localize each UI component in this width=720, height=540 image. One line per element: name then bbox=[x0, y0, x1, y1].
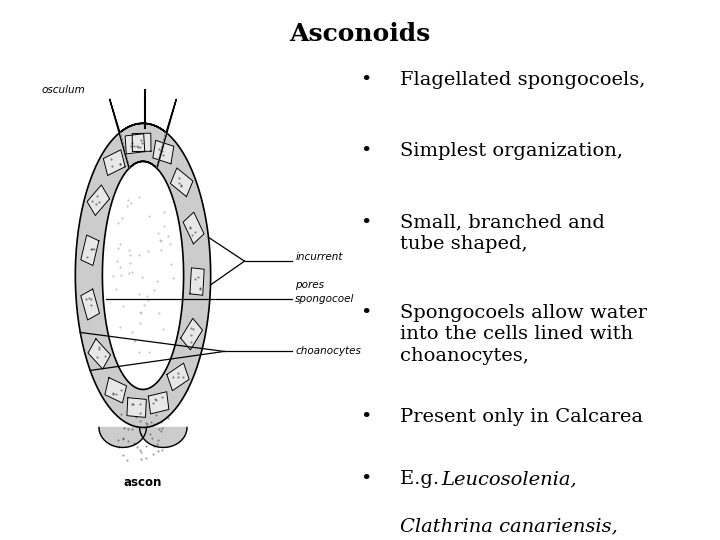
Polygon shape bbox=[157, 99, 176, 168]
Polygon shape bbox=[76, 123, 211, 428]
Text: choanocytes: choanocytes bbox=[295, 347, 361, 356]
Text: ascon: ascon bbox=[124, 476, 162, 489]
Text: Flagellated spongocoels,: Flagellated spongocoels, bbox=[400, 71, 645, 89]
Text: osculum: osculum bbox=[42, 85, 85, 96]
Text: E.g.: E.g. bbox=[400, 470, 445, 488]
Text: •: • bbox=[360, 408, 372, 427]
Text: Asconoids: Asconoids bbox=[289, 22, 431, 45]
Text: spongocoel: spongocoel bbox=[295, 294, 355, 304]
Polygon shape bbox=[148, 392, 169, 414]
Polygon shape bbox=[127, 397, 146, 417]
Polygon shape bbox=[87, 185, 109, 215]
Text: Clathrina canariensis,: Clathrina canariensis, bbox=[400, 518, 618, 536]
Text: Simplest organization,: Simplest organization, bbox=[400, 143, 623, 160]
Text: Leucosolenia,: Leucosolenia, bbox=[441, 470, 577, 488]
Polygon shape bbox=[190, 268, 204, 295]
Polygon shape bbox=[81, 289, 99, 320]
Polygon shape bbox=[181, 318, 202, 350]
Text: Spongocoels allow water
into the cells lined with
choanocytes,: Spongocoels allow water into the cells l… bbox=[400, 304, 647, 365]
Polygon shape bbox=[88, 339, 111, 369]
Polygon shape bbox=[105, 377, 127, 403]
Text: •: • bbox=[360, 71, 372, 89]
Polygon shape bbox=[183, 212, 204, 244]
Polygon shape bbox=[104, 150, 125, 176]
Polygon shape bbox=[153, 140, 174, 164]
Text: •: • bbox=[360, 470, 372, 488]
Polygon shape bbox=[109, 99, 129, 168]
Polygon shape bbox=[171, 168, 193, 197]
Text: •: • bbox=[360, 143, 372, 160]
Polygon shape bbox=[140, 428, 187, 448]
Text: •: • bbox=[360, 214, 372, 232]
Polygon shape bbox=[125, 134, 145, 154]
Polygon shape bbox=[167, 363, 189, 391]
Text: incurrent: incurrent bbox=[295, 252, 343, 262]
Text: Small, branched and
tube shaped,: Small, branched and tube shaped, bbox=[400, 214, 605, 253]
Polygon shape bbox=[81, 235, 99, 266]
Polygon shape bbox=[132, 133, 151, 152]
Text: pores: pores bbox=[295, 280, 324, 290]
Text: •: • bbox=[360, 304, 372, 322]
Text: Present only in Calcarea: Present only in Calcarea bbox=[400, 408, 643, 427]
Polygon shape bbox=[99, 428, 146, 448]
